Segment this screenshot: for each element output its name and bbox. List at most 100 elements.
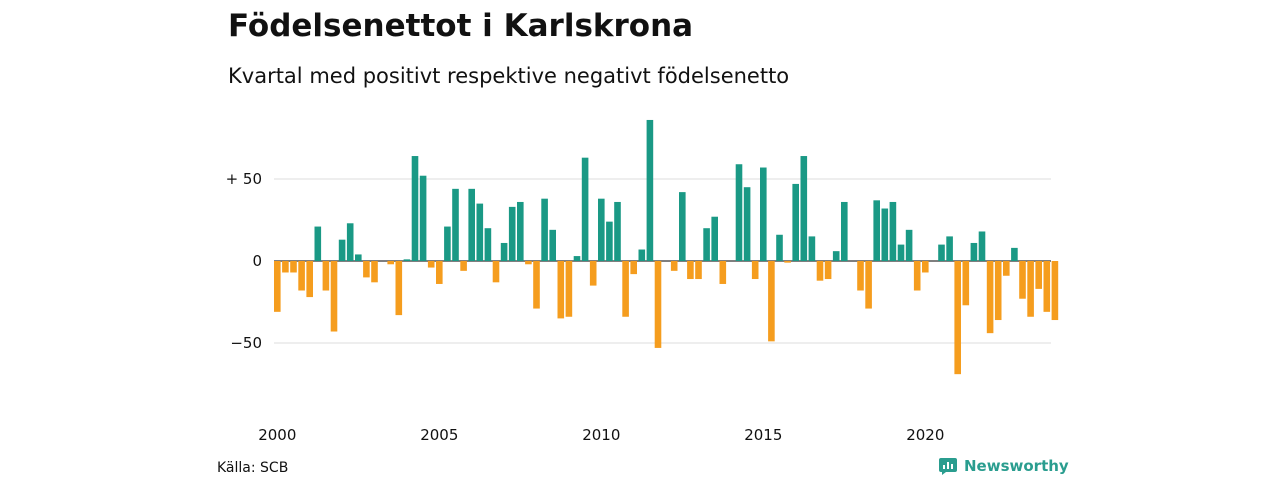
bar-negative bbox=[962, 261, 970, 306]
bar-negative bbox=[322, 261, 330, 291]
bar-negative bbox=[630, 261, 637, 275]
bar-negative bbox=[994, 261, 1002, 321]
bar-positive bbox=[889, 201, 897, 261]
bars bbox=[274, 119, 1059, 375]
bar-positive bbox=[743, 187, 751, 261]
bar-positive bbox=[419, 175, 427, 261]
bar-negative bbox=[768, 261, 775, 342]
bar-positive bbox=[841, 201, 848, 261]
x-tick-label: 2020 bbox=[906, 426, 944, 444]
bar-negative bbox=[824, 261, 832, 280]
bar-positive bbox=[978, 231, 986, 261]
bar-negative bbox=[922, 261, 929, 273]
bar-positive bbox=[638, 249, 646, 261]
bar-negative bbox=[363, 261, 370, 278]
bar-positive bbox=[573, 256, 581, 261]
bar-positive bbox=[468, 188, 475, 261]
source-note: Källa: SCB bbox=[217, 460, 289, 476]
newsworthy-logo-icon bbox=[939, 458, 957, 475]
bar-negative bbox=[589, 261, 597, 286]
brand-name: Newsworthy bbox=[964, 457, 1069, 475]
bar-positive bbox=[881, 208, 889, 261]
bar-negative bbox=[1035, 261, 1042, 289]
y-tick-label: 0 bbox=[252, 252, 262, 270]
bar-negative bbox=[330, 261, 338, 332]
bar-positive bbox=[314, 226, 322, 261]
gridlines bbox=[274, 178, 1051, 344]
bar-negative bbox=[670, 261, 678, 271]
bar-positive bbox=[476, 203, 484, 261]
bar-positive bbox=[703, 228, 710, 261]
bar-negative bbox=[865, 261, 872, 309]
bar-positive bbox=[735, 164, 743, 261]
bar-negative bbox=[719, 261, 727, 284]
bar-positive bbox=[946, 236, 953, 261]
bar-positive bbox=[541, 198, 548, 261]
y-tick-label: −50 bbox=[230, 334, 262, 352]
x-tick-label: 2000 bbox=[258, 426, 296, 444]
bar-positive bbox=[598, 198, 605, 261]
y-tick-label: + 50 bbox=[226, 170, 262, 188]
bar-negative bbox=[533, 261, 540, 309]
chart-subtitle: Kvartal med positivt respektive negativt… bbox=[228, 64, 790, 88]
bar-positive bbox=[549, 229, 556, 261]
bar-negative bbox=[816, 261, 824, 281]
bar-negative bbox=[565, 261, 573, 317]
bar-positive bbox=[711, 216, 718, 261]
bar-positive bbox=[905, 229, 913, 261]
bar-positive bbox=[403, 259, 411, 261]
bar-negative bbox=[436, 261, 443, 284]
bar-negative bbox=[460, 261, 467, 271]
bar-positive bbox=[776, 234, 783, 261]
bar-negative bbox=[913, 261, 921, 291]
bar-negative bbox=[427, 261, 435, 268]
bar-negative bbox=[282, 261, 289, 273]
bar-negative bbox=[954, 261, 961, 375]
bar-negative bbox=[492, 261, 500, 283]
brand-logo: Newsworthy bbox=[938, 456, 1069, 476]
bar-negative bbox=[298, 261, 305, 291]
bar-negative bbox=[557, 261, 565, 319]
bar-negative bbox=[306, 261, 313, 298]
bar-negative bbox=[622, 261, 629, 317]
bar-positive bbox=[581, 157, 589, 261]
bar-negative bbox=[857, 261, 864, 291]
bar-positive bbox=[1011, 247, 1018, 261]
bar-positive bbox=[897, 244, 905, 261]
bar-negative bbox=[695, 261, 702, 280]
bar-negative bbox=[395, 261, 403, 316]
bar-positive bbox=[970, 242, 978, 261]
bar-negative bbox=[387, 261, 394, 265]
x-tick-label: 2010 bbox=[582, 426, 620, 444]
bar-positive bbox=[792, 183, 799, 261]
bar-negative bbox=[1043, 261, 1051, 312]
bar-negative bbox=[751, 261, 759, 280]
bar-positive bbox=[614, 201, 621, 261]
bar-positive bbox=[355, 254, 362, 261]
bar-negative bbox=[1051, 261, 1059, 321]
bar-negative bbox=[371, 261, 378, 283]
x-tick-label: 2015 bbox=[744, 426, 782, 444]
bar-positive bbox=[452, 188, 459, 261]
bar-negative bbox=[1027, 261, 1034, 317]
bar-negative bbox=[784, 261, 791, 263]
bar-positive bbox=[873, 200, 880, 261]
bar-positive bbox=[484, 228, 492, 261]
bar-positive bbox=[346, 223, 354, 261]
bar-negative bbox=[290, 261, 297, 273]
bar-positive bbox=[338, 239, 346, 261]
x-tick-label: 2005 bbox=[420, 426, 458, 444]
bar-positive bbox=[832, 251, 840, 261]
bar-positive bbox=[500, 242, 508, 261]
bar-negative bbox=[274, 261, 281, 312]
bar-negative bbox=[525, 261, 532, 265]
bar-negative bbox=[654, 261, 662, 348]
bar-positive bbox=[760, 167, 767, 261]
bar-positive bbox=[808, 236, 816, 261]
bar-negative bbox=[687, 261, 694, 280]
bar-positive bbox=[938, 244, 945, 261]
bar-positive bbox=[444, 226, 451, 261]
bar-negative bbox=[1003, 261, 1010, 276]
bar-positive bbox=[679, 192, 686, 261]
